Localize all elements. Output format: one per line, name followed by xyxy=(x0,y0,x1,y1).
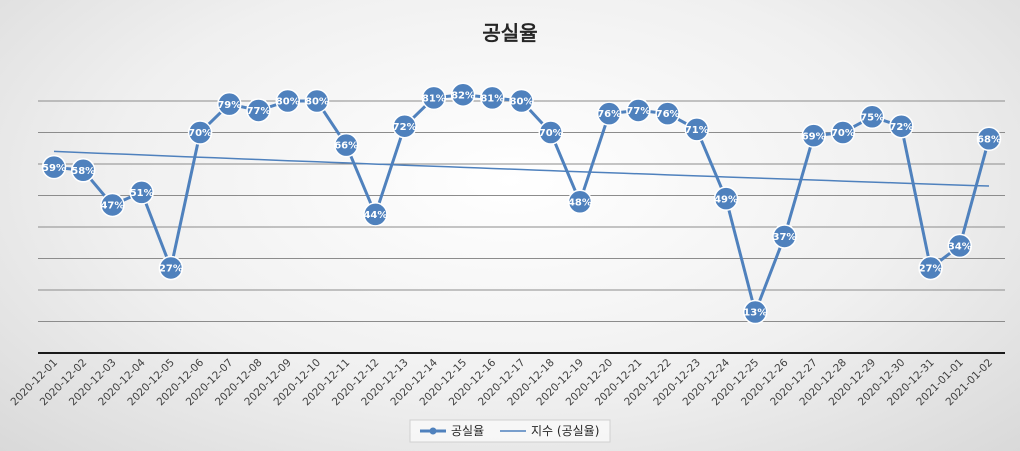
data-point xyxy=(743,299,768,325)
data-point xyxy=(801,123,826,148)
data-label: 72% xyxy=(889,122,913,133)
data-point xyxy=(217,91,242,117)
data-point xyxy=(450,82,476,107)
legend: 공실율 지수 (공실율) xyxy=(409,419,611,443)
data-point xyxy=(567,189,593,215)
data-label: 80% xyxy=(510,97,534,108)
data-label: 70% xyxy=(188,128,212,139)
data-label: 34% xyxy=(948,242,972,253)
data-point xyxy=(70,158,96,183)
data-label: 81% xyxy=(422,93,446,104)
data-point xyxy=(655,101,680,126)
data-label: 13% xyxy=(743,308,767,319)
trendline-layer xyxy=(53,150,990,187)
data-label: 82% xyxy=(451,90,475,101)
data-point xyxy=(41,154,67,180)
data-point xyxy=(509,88,534,114)
data-label: 37% xyxy=(773,232,797,243)
data-point xyxy=(129,180,154,205)
chart-title: 공실율 xyxy=(482,21,537,45)
data-label: 79% xyxy=(217,100,241,111)
data-label: 44% xyxy=(363,210,387,221)
data-point xyxy=(304,88,330,114)
data-point xyxy=(626,98,651,123)
data-label: 51% xyxy=(130,188,154,199)
data-label: 80% xyxy=(276,97,300,108)
data-label: 69% xyxy=(802,131,826,142)
data-point xyxy=(480,85,505,111)
data-point xyxy=(684,117,710,142)
legend-series-label: 공실율 xyxy=(451,424,484,438)
data-label: 77% xyxy=(247,106,271,117)
data-label: 71% xyxy=(685,125,709,136)
data-point xyxy=(333,132,359,158)
data-label: 66% xyxy=(334,141,358,152)
data-label: 75% xyxy=(860,112,884,123)
data-label: 27% xyxy=(919,264,943,275)
x-axis: 2020-12-012020-12-022020-12-032020-12-04… xyxy=(8,352,1005,408)
data-label: 80% xyxy=(305,97,329,108)
data-label: 58% xyxy=(71,166,95,177)
data-point xyxy=(538,120,563,145)
data-label: 27% xyxy=(159,264,183,275)
data-label: 68% xyxy=(977,134,1001,145)
data-label: 49% xyxy=(714,194,738,205)
data-label: 77% xyxy=(626,106,650,117)
data-label: 59% xyxy=(42,163,66,174)
data-point xyxy=(830,120,856,145)
data-point xyxy=(918,255,943,281)
data-point xyxy=(392,113,417,139)
data-label: 70% xyxy=(539,128,563,139)
data-point xyxy=(187,120,213,145)
data-point xyxy=(713,186,739,211)
data-label: 48% xyxy=(568,197,592,208)
data-point xyxy=(772,224,797,249)
data-label: 81% xyxy=(480,93,504,104)
data-point xyxy=(889,113,914,139)
data-label: 72% xyxy=(393,122,417,133)
data-label: 76% xyxy=(656,109,680,120)
data-point xyxy=(100,192,125,218)
data-label: 76% xyxy=(597,109,621,120)
data-point xyxy=(363,202,388,227)
data-point xyxy=(158,255,184,281)
legend-series-marker xyxy=(429,427,437,435)
data-point xyxy=(596,101,622,126)
legend-trend-label: 지수 (공실율) xyxy=(531,424,599,438)
data-point xyxy=(246,98,271,123)
data-point xyxy=(275,88,300,114)
series-layer: 59% 58% 47% 51% 27% 70% 79% 77% 80% 80% 66% 44% 72% 8… xyxy=(41,82,1002,325)
trendline xyxy=(53,150,990,187)
data-point xyxy=(976,126,1002,152)
data-label: 47% xyxy=(100,201,124,212)
data-label: 70% xyxy=(831,128,855,139)
data-point xyxy=(947,233,973,259)
data-point xyxy=(859,104,885,129)
data-point xyxy=(421,85,447,111)
